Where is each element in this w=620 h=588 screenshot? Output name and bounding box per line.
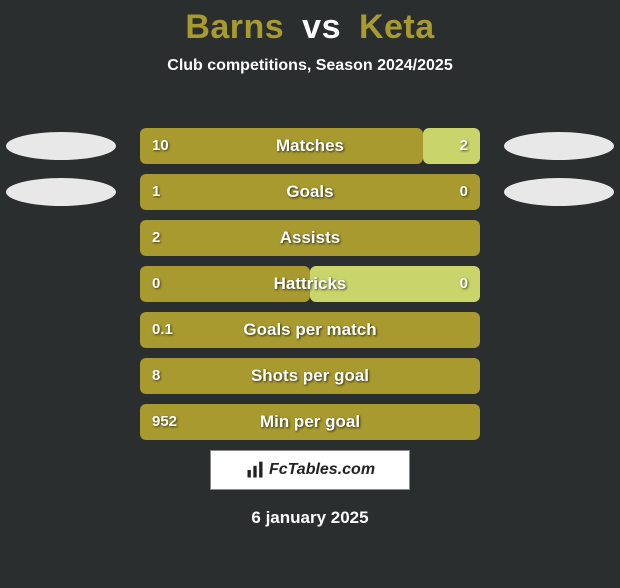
stat-row: 8Shots per goal	[0, 358, 620, 394]
bar-track: 8Shots per goal	[140, 358, 480, 394]
value-right: 0	[460, 266, 468, 302]
bar-full	[140, 358, 480, 394]
value-left: 0	[152, 266, 160, 302]
value-left: 2	[152, 220, 160, 256]
bar-full	[140, 404, 480, 440]
stats-container: 102Matches10Goals2Assists00Hattricks0.1G…	[0, 128, 620, 450]
stat-row: 102Matches	[0, 128, 620, 164]
stat-row: 952Min per goal	[0, 404, 620, 440]
footer-date: 6 january 2025	[0, 508, 620, 528]
bar-full	[140, 220, 480, 256]
value-left: 952	[152, 404, 177, 440]
vs-text: vs	[302, 8, 341, 46]
bar-track: 10Goals	[140, 174, 480, 210]
bar-full	[140, 174, 480, 210]
bar-track: 102Matches	[140, 128, 480, 164]
value-left: 0.1	[152, 312, 173, 348]
player1-oval	[6, 178, 116, 206]
bar-full	[140, 312, 480, 348]
subtitle: Club competitions, Season 2024/2025	[0, 57, 620, 75]
value-left: 10	[152, 128, 169, 164]
bar-track: 0.1Goals per match	[140, 312, 480, 348]
value-left: 1	[152, 174, 160, 210]
player2-oval	[504, 178, 614, 206]
stat-row: 0.1Goals per match	[0, 312, 620, 348]
stat-row: 2Assists	[0, 220, 620, 256]
bar-left	[140, 266, 310, 302]
brand-name: FcTables.com	[269, 461, 375, 479]
bar-chart-icon	[245, 460, 265, 480]
bar-track: 00Hattricks	[140, 266, 480, 302]
player1-name: Barns	[185, 8, 284, 46]
bar-right	[423, 128, 480, 164]
player2-oval	[504, 132, 614, 160]
value-right: 2	[460, 128, 468, 164]
bar-right	[310, 266, 480, 302]
bar-track: 952Min per goal	[140, 404, 480, 440]
value-right: 0	[460, 174, 468, 210]
bar-left	[140, 128, 423, 164]
page-title: Barns vs Keta	[0, 8, 620, 47]
stat-row: 10Goals	[0, 174, 620, 210]
brand-logo-box: FcTables.com	[210, 450, 410, 490]
stat-row: 00Hattricks	[0, 266, 620, 302]
value-left: 8	[152, 358, 160, 394]
player2-name: Keta	[359, 8, 435, 46]
player1-oval	[6, 132, 116, 160]
bar-track: 2Assists	[140, 220, 480, 256]
